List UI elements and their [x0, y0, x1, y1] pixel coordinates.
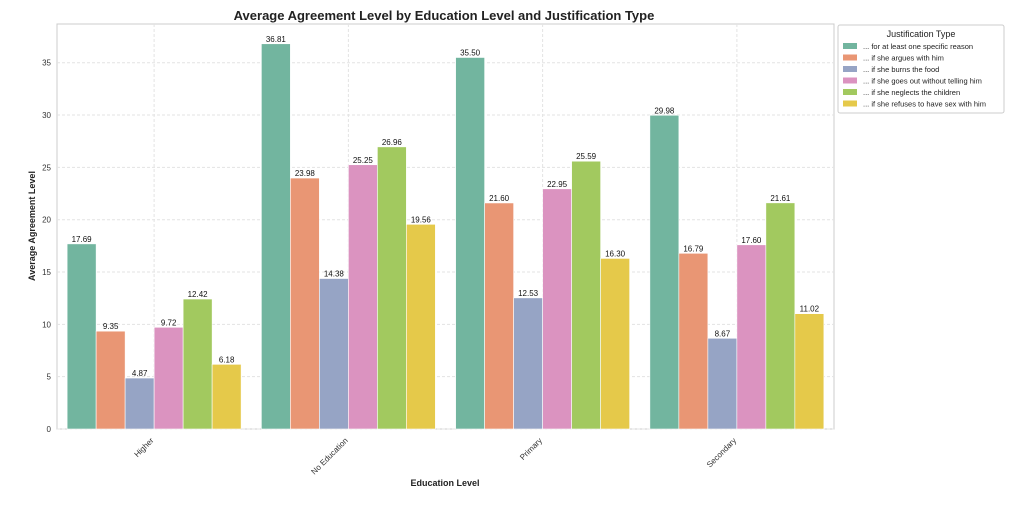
bar: [66, 243, 97, 430]
bar: [153, 326, 184, 430]
legend-label: ... if she refuses to have sex with him: [863, 100, 986, 109]
bar: [290, 177, 320, 430]
bar: [794, 313, 825, 430]
bar-value-label: 11.02: [800, 305, 820, 314]
y-tick-label: 0: [47, 425, 52, 434]
x-tick-label: No Education: [309, 436, 349, 476]
legend-swatch: [843, 66, 857, 72]
bar: [484, 202, 514, 430]
bar-value-label: 4.87: [132, 369, 148, 378]
legend-swatch: [843, 77, 857, 84]
y-tick-label: 35: [42, 59, 51, 68]
bar-value-label: 16.30: [605, 249, 626, 258]
legend-title: Justification Type: [887, 29, 956, 39]
legend: Justification Type ... for at least one …: [837, 24, 1005, 114]
bar: [124, 377, 155, 430]
chart-title: Average Agreement Level by Education Lev…: [234, 8, 655, 23]
legend-label: ... if she argues with him: [863, 54, 944, 63]
bar-value-label: 19.56: [411, 215, 432, 224]
y-tick-label: 10: [42, 320, 51, 329]
bar-value-label: 9.35: [103, 322, 119, 331]
x-tick-label: Primary: [518, 436, 544, 462]
bar-value-label: 23.98: [295, 169, 316, 178]
bar-value-label: 17.69: [72, 235, 93, 244]
bar: [513, 297, 543, 430]
x-axis-ticks: Higher No Education Primary Secondary: [133, 436, 739, 477]
bar-value-label: 17.60: [741, 236, 762, 245]
legend-swatch: [843, 54, 857, 61]
bar-value-label: 22.95: [547, 180, 568, 189]
legend-label: ... if she goes out without telling him: [863, 77, 982, 86]
legend-label: ... if she burns the food: [863, 65, 939, 74]
bar-value-label: 21.60: [489, 194, 510, 203]
bar-value-label: 6.18: [219, 355, 235, 364]
bar: [736, 244, 767, 430]
bar-value-label: 35.50: [460, 48, 481, 57]
bar: [348, 164, 378, 430]
y-axis-ticks: 0 5 10 15 20 25 30 35: [42, 59, 51, 434]
bar-value-label: 26.96: [382, 138, 403, 147]
x-tick-label: Secondary: [705, 436, 738, 469]
bar: [649, 114, 680, 430]
bar: [377, 146, 407, 430]
bar-value-label: 12.42: [188, 290, 209, 299]
bar-value-label: 9.72: [161, 318, 177, 327]
bar: [707, 337, 738, 430]
bar-value-label: 25.25: [353, 156, 374, 165]
legend-swatch: [843, 43, 857, 49]
bar-value-label: 25.59: [576, 152, 597, 161]
legend-box: [837, 24, 1005, 114]
bar: [319, 278, 349, 430]
bar-value-label: 14.38: [324, 270, 345, 279]
legend-swatch: [843, 89, 857, 95]
legend-label: ... for at least one specific reason: [863, 42, 973, 51]
bar: [182, 298, 213, 430]
y-tick-label: 25: [42, 163, 51, 172]
legend-swatch: [843, 100, 857, 107]
bar: [455, 57, 485, 430]
bar: [95, 330, 126, 430]
bar-value-label: 12.53: [518, 289, 539, 298]
bars-group: 17.69 9.35 4.87 9.72 12.42 6.18 36.81 23.98 14.3…: [66, 35, 825, 430]
bar-value-label: 36.81: [266, 35, 287, 44]
y-tick-label: 30: [42, 111, 51, 120]
x-axis-label: Education Level: [410, 478, 479, 488]
bar-value-label: 21.61: [770, 194, 791, 203]
bar: [765, 202, 796, 430]
bar: [261, 43, 291, 430]
bar: [678, 252, 709, 430]
x-tick-label: Higher: [133, 436, 156, 459]
bar: [542, 188, 572, 430]
bar-value-label: 8.67: [715, 329, 731, 338]
legend-items: ... for at least one specific reason ... …: [843, 42, 986, 109]
bar-value-label: 29.98: [654, 106, 675, 115]
bar: [406, 224, 436, 430]
legend-label: ... if she neglects the children: [863, 88, 960, 97]
bar: [571, 160, 601, 430]
bar: [600, 258, 630, 430]
y-axis-label: Average Agreement Level: [27, 171, 37, 281]
y-tick-label: 15: [42, 268, 51, 277]
y-tick-label: 20: [42, 216, 51, 225]
y-tick-label: 5: [47, 373, 52, 382]
bar: [211, 364, 242, 430]
bar-value-label: 16.79: [683, 244, 704, 253]
